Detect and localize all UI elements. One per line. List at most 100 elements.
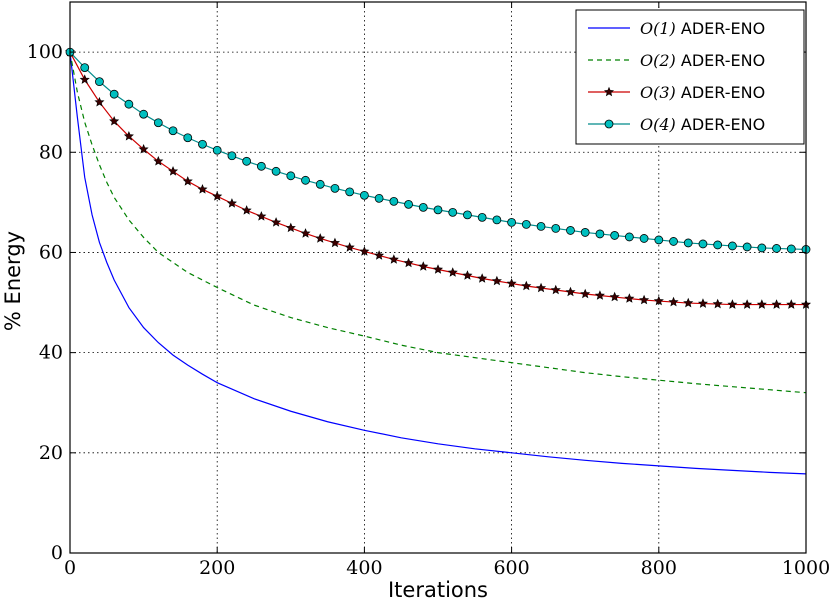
- y-tick-label: 60: [39, 241, 63, 263]
- plot-frame: [69, 1, 807, 554]
- data-point: [138, 143, 149, 154]
- data-point: [595, 229, 605, 239]
- data-point: [566, 226, 575, 235]
- data-point: [683, 297, 694, 308]
- data-point: [418, 261, 429, 271]
- data-point: [551, 224, 561, 233]
- data-point: [521, 220, 531, 229]
- x-tick-label: 0: [64, 557, 76, 579]
- data-point: [242, 156, 252, 166]
- legend-item: O(1) ADER-ENO: [588, 19, 765, 38]
- data-point: [432, 264, 444, 274]
- data-point: [389, 196, 399, 206]
- data-point: [153, 156, 164, 166]
- data-point: [639, 294, 650, 305]
- data-point: [212, 191, 223, 201]
- data-point: [536, 222, 546, 231]
- data-point: [182, 176, 193, 186]
- data-point: [153, 118, 163, 128]
- data-point: [653, 295, 664, 306]
- data-point: [227, 151, 237, 161]
- data-point: [212, 145, 222, 155]
- data-point: [139, 109, 149, 119]
- data-point: [359, 246, 370, 256]
- data-point: [683, 238, 693, 248]
- data-point: [491, 275, 502, 286]
- data-point: [521, 280, 532, 291]
- legend: O(1) ADER-ENO O(2) ADER-ENO O(3) ADER-ENO O…: [575, 9, 805, 145]
- data-point: [728, 241, 737, 251]
- axis-ticks: 0 200 400 600 800 1000 0 20 40 60 80 100: [27, 2, 830, 579]
- x-tick-label: 1000: [782, 557, 830, 579]
- series-2: [69, 51, 807, 394]
- data-point: [594, 290, 605, 300]
- data-point: [124, 99, 134, 109]
- data-point: [550, 284, 561, 295]
- data-point: [624, 293, 635, 303]
- data-point: [433, 205, 443, 215]
- x-tick-label: 600: [493, 557, 529, 579]
- series-lines: [64, 46, 812, 475]
- data-point: [418, 202, 428, 212]
- data-point: [639, 234, 649, 243]
- data-point: [477, 273, 488, 283]
- series-line: [69, 52, 807, 475]
- data-point: [94, 96, 105, 107]
- data-point: [374, 250, 385, 260]
- y-tick-label: 40: [39, 342, 63, 364]
- data-point: [757, 243, 767, 253]
- data-point: [300, 228, 311, 238]
- series-line: [69, 51, 807, 394]
- data-point: [624, 232, 634, 242]
- legend-box: [575, 9, 805, 145]
- data-point: [271, 166, 281, 176]
- data-point: [772, 244, 781, 253]
- data-point: [492, 215, 502, 225]
- data-point: [477, 212, 487, 222]
- y-tick-label: 100: [27, 41, 63, 63]
- data-point: [786, 244, 796, 254]
- data-point: [226, 198, 237, 208]
- data-point: [668, 296, 679, 307]
- data-point: [79, 74, 90, 84]
- data-point: [329, 237, 340, 248]
- data-point: [536, 282, 547, 293]
- data-point: [786, 299, 797, 309]
- data-point: [669, 237, 678, 246]
- x-tick-label: 200: [199, 557, 235, 579]
- legend-marker: [603, 86, 615, 97]
- data-point: [197, 184, 208, 194]
- data-point: [654, 235, 664, 245]
- data-point: [315, 233, 326, 243]
- y-tick-label: 80: [39, 141, 63, 163]
- x-axis-label: Iterations: [388, 578, 488, 600]
- data-point: [697, 298, 708, 308]
- data-point: [168, 166, 179, 176]
- legend-label: O(3) ADER-ENO: [640, 83, 765, 102]
- data-point: [344, 242, 355, 252]
- data-point: [712, 298, 723, 309]
- data-point: [330, 183, 340, 193]
- data-point: [727, 299, 738, 309]
- data-point: [565, 286, 576, 297]
- data-point: [580, 288, 591, 299]
- data-point: [168, 126, 178, 136]
- data-point: [80, 63, 90, 73]
- data-point: [285, 222, 296, 233]
- series-4: [65, 47, 811, 254]
- data-point: [241, 205, 252, 215]
- legend-marker: [604, 119, 614, 129]
- data-point: [256, 211, 267, 221]
- data-point: [609, 291, 620, 302]
- data-point: [123, 130, 134, 141]
- data-point: [756, 299, 767, 309]
- legend-item: O(3) ADER-ENO: [588, 83, 765, 102]
- data-point: [183, 133, 193, 143]
- y-axis-label: % Energy: [1, 231, 25, 331]
- data-point: [345, 187, 355, 197]
- legend-label: O(1) ADER-ENO: [640, 19, 765, 38]
- data-point: [771, 299, 782, 309]
- data-point: [463, 210, 472, 220]
- legend-item: O(4) ADER-ENO: [588, 115, 765, 134]
- data-point: [198, 139, 207, 149]
